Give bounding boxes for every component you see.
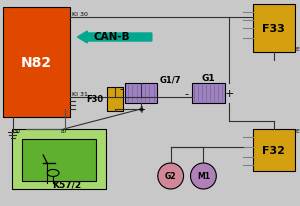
Text: F30: F30 (86, 95, 103, 104)
Bar (253, 5, 295, 53)
Text: N82: N82 (21, 56, 52, 70)
Text: E: E (296, 47, 300, 52)
Text: +: + (224, 89, 234, 98)
Text: K57/2: K57/2 (52, 180, 82, 188)
Bar (12, 129, 106, 189)
Text: M1: M1 (197, 172, 210, 181)
Text: 87: 87 (61, 128, 68, 133)
Bar (191, 84, 225, 103)
Text: F33: F33 (262, 24, 285, 34)
Text: -: - (119, 84, 123, 94)
Bar (3, 8, 70, 117)
Bar (107, 88, 123, 111)
Text: G2: G2 (165, 172, 176, 181)
Text: F32: F32 (262, 145, 285, 155)
Text: KI 30: KI 30 (72, 12, 88, 17)
Text: 30: 30 (14, 128, 21, 133)
Circle shape (190, 163, 216, 189)
Text: +: + (137, 104, 145, 115)
Bar (253, 129, 295, 171)
Text: G1/7: G1/7 (160, 75, 181, 84)
Bar (125, 84, 157, 103)
Text: KI 31: KI 31 (72, 91, 88, 97)
Bar (22, 139, 96, 181)
Text: -: - (184, 89, 188, 98)
Text: G1: G1 (202, 74, 215, 83)
Circle shape (158, 163, 184, 189)
FancyArrow shape (77, 32, 152, 44)
Text: E: E (296, 128, 300, 133)
Text: CAN-B: CAN-B (94, 32, 130, 42)
